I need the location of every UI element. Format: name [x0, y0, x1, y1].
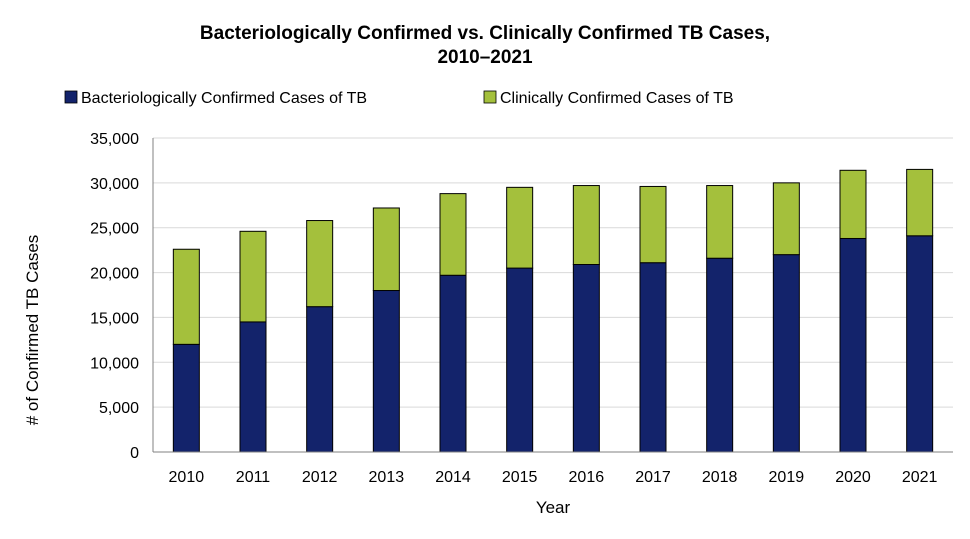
x-tick-label: 2014: [435, 469, 471, 486]
x-axis-tick-labels: 2010 2011 2012 2013 2014 2015 2016 2017 2018 2019…: [169, 469, 938, 486]
bar-clinical-2010: [172, 248, 200, 345]
x-tick-label: 2018: [702, 469, 738, 486]
chart-title-line-1: Bacteriologically Confirmed vs. Clinical…: [200, 23, 770, 44]
x-tick-label: 2016: [569, 469, 605, 486]
y-tick-label: 25,000: [90, 221, 139, 238]
x-tick-label: 2017: [635, 469, 671, 486]
bar-clinical-2013: [372, 207, 400, 292]
x-axis-title: Year: [536, 498, 571, 517]
y-tick-label: 30,000: [90, 176, 139, 193]
bars: [172, 168, 934, 453]
bar-bacteriological-2017: [639, 262, 667, 453]
y-tick-label: 5,000: [99, 400, 139, 417]
legend-label-bacteriological: Bacteriologically Confirmed Cases of TB: [81, 90, 367, 107]
bar-clinical-2019: [772, 182, 800, 256]
x-tick-label: 2020: [835, 469, 871, 486]
y-axis-title: # of Confirmed TB Cases: [23, 235, 42, 426]
x-tick-label: 2021: [902, 469, 938, 486]
bar-bacteriological-2020: [839, 237, 867, 453]
y-tick-label: 20,000: [90, 266, 139, 283]
bar-clinical-2016: [572, 185, 600, 265]
x-tick-label: 2011: [236, 469, 271, 486]
bar-clinical-2011: [239, 230, 267, 323]
bar-bacteriological-2019: [772, 254, 800, 453]
x-tick-label: 2010: [169, 469, 205, 486]
bar-bacteriological-2014: [439, 274, 467, 453]
y-tick-label: 10,000: [90, 355, 139, 372]
y-tick-label: 15,000: [90, 310, 139, 327]
x-tick-label: 2015: [502, 469, 538, 486]
x-tick-label: 2013: [369, 469, 405, 486]
bar-bacteriological-2021: [906, 235, 934, 453]
gridlines: [153, 137, 953, 408]
bar-bacteriological-2012: [306, 306, 334, 453]
bar-clinical-2017: [639, 185, 667, 264]
y-axis-tick-labels: 0 5,000 10,000 15,000 20,000 25,000 30,000 35,0…: [90, 131, 139, 462]
bar-clinical-2021: [906, 168, 934, 237]
bar-bacteriological-2016: [572, 263, 600, 453]
legend: Bacteriologically Confirmed Cases of TB …: [64, 90, 734, 107]
bar-bacteriological-2015: [506, 267, 534, 453]
bar-bacteriological-2013: [372, 290, 400, 453]
bar-bacteriological-2010: [172, 343, 200, 453]
legend-swatch-clinical: [483, 90, 497, 104]
bar-bacteriological-2011: [239, 321, 267, 453]
x-tick-label: 2012: [302, 469, 338, 486]
bar-bacteriological-2018: [706, 257, 734, 453]
x-tick-label: 2019: [769, 469, 805, 486]
bar-clinical-2014: [439, 193, 467, 276]
bar-clinical-2020: [839, 169, 867, 239]
bar-clinical-2012: [306, 220, 334, 308]
bar-clinical-2018: [706, 185, 734, 259]
bar-clinical-2015: [506, 186, 534, 269]
legend-label-clinical: Clinically Confirmed Cases of TB: [500, 90, 734, 107]
legend-swatch-bacteriological: [64, 90, 78, 104]
chart-title-line-2: 2010–2021: [437, 47, 533, 68]
y-tick-label: 0: [130, 445, 139, 462]
y-tick-label: 35,000: [90, 131, 139, 148]
